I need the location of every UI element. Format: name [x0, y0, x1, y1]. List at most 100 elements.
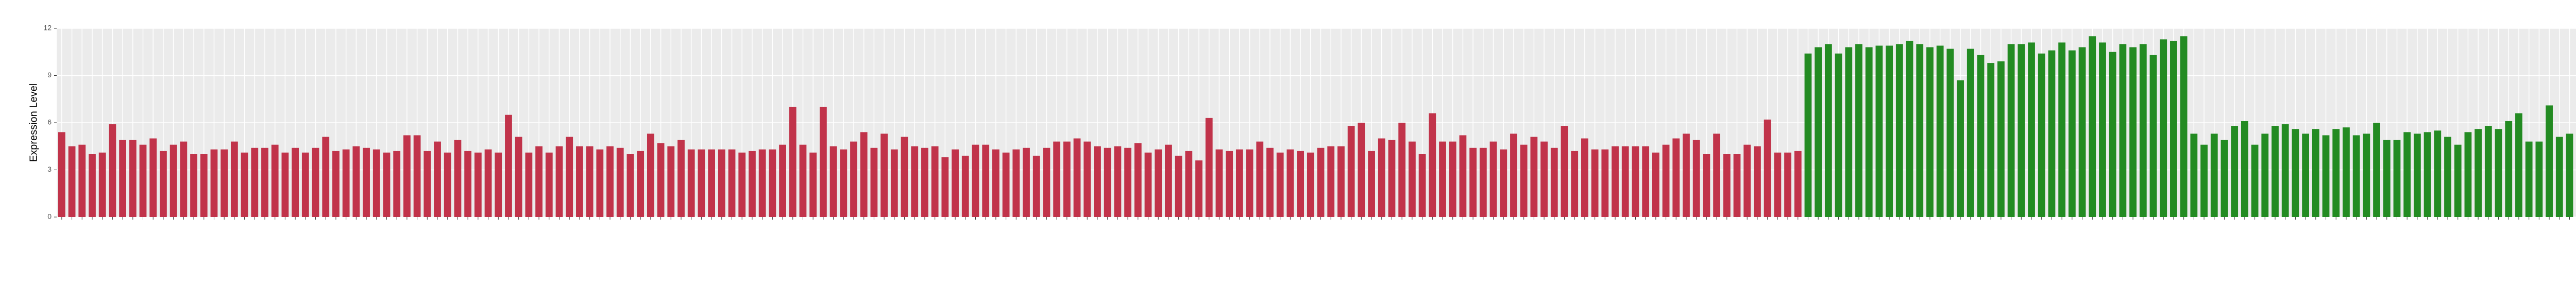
bar	[271, 144, 279, 217]
bar	[2007, 44, 2015, 217]
bar	[1479, 147, 1487, 217]
bar	[850, 141, 857, 217]
bar	[1124, 147, 1131, 217]
bar	[2312, 129, 2319, 217]
bar	[170, 144, 177, 217]
bar	[2281, 124, 2289, 217]
bar	[606, 146, 614, 217]
bar	[596, 149, 604, 217]
bar	[1916, 44, 1924, 217]
bar	[2322, 135, 2330, 217]
y-tick-label: 6	[47, 118, 52, 126]
bar	[1155, 149, 1162, 217]
bar	[2129, 47, 2137, 217]
bar	[2444, 137, 2451, 217]
bar	[840, 149, 848, 217]
bar	[637, 151, 645, 217]
bar	[1134, 143, 1142, 217]
bar	[1824, 44, 1832, 217]
bar	[2352, 135, 2360, 217]
bar	[342, 149, 350, 217]
bar	[1520, 144, 1528, 217]
bar	[657, 143, 665, 217]
bar	[1429, 113, 1436, 217]
bar	[1845, 47, 1853, 217]
bar	[423, 151, 431, 217]
bar	[2302, 134, 2310, 217]
bar	[1540, 141, 1548, 217]
bar	[728, 149, 736, 217]
bar	[2231, 126, 2239, 217]
bar	[1561, 126, 1568, 217]
bar	[352, 146, 360, 217]
bar	[2464, 132, 2472, 217]
bar	[972, 144, 979, 217]
bar	[2149, 55, 2157, 217]
bar	[2546, 105, 2553, 217]
bar	[160, 151, 167, 217]
bar	[1215, 149, 1223, 217]
bar	[2383, 140, 2391, 217]
bar	[1144, 152, 1152, 217]
bar	[1530, 137, 1538, 217]
bar	[1855, 44, 1862, 217]
bar	[890, 149, 898, 217]
bar	[698, 149, 705, 217]
bar	[2434, 130, 2442, 217]
bar	[68, 146, 76, 217]
bar	[89, 154, 96, 217]
bar	[78, 144, 86, 217]
bar	[1489, 141, 1497, 217]
bar	[982, 144, 990, 217]
bar	[2251, 144, 2259, 217]
bar	[1987, 63, 1995, 217]
bar	[372, 149, 380, 217]
bar	[1865, 47, 1873, 217]
bar	[2048, 50, 2056, 217]
bar	[1317, 147, 1325, 217]
bar	[1662, 144, 1670, 217]
bar	[626, 154, 634, 217]
bar	[2170, 41, 2177, 218]
bar	[1683, 134, 1690, 217]
bar	[870, 147, 878, 217]
bar	[2190, 134, 2198, 217]
bar	[1459, 135, 1467, 217]
bar	[2413, 134, 2421, 217]
bar	[2566, 134, 2573, 217]
bar	[961, 156, 969, 217]
bar	[1083, 141, 1091, 217]
bar	[1297, 151, 1304, 217]
bar	[149, 138, 157, 217]
bar	[1815, 47, 1822, 217]
bar	[769, 149, 776, 217]
bar	[1439, 141, 1446, 217]
y-tick-label: 3	[47, 165, 52, 173]
bar	[779, 144, 786, 217]
bar	[1581, 138, 1588, 217]
bar	[281, 152, 289, 217]
bar	[1510, 134, 1517, 217]
bar	[2525, 141, 2533, 217]
bar	[2078, 47, 2086, 217]
bar	[230, 141, 238, 217]
bar	[1774, 152, 1782, 217]
bar	[1398, 123, 1406, 217]
bar	[586, 146, 594, 217]
bar	[566, 137, 573, 217]
bar	[1936, 45, 1944, 218]
bar	[2515, 113, 2522, 217]
bar	[2292, 129, 2299, 217]
bar	[200, 154, 208, 217]
bar	[1337, 146, 1345, 217]
bar	[687, 149, 695, 217]
bar	[708, 149, 716, 217]
bar	[2373, 123, 2380, 217]
bar	[1703, 154, 1710, 217]
bar	[2180, 36, 2188, 217]
bar	[1449, 141, 1456, 217]
bar	[261, 147, 268, 217]
bar	[1784, 152, 1791, 217]
bar	[119, 140, 126, 217]
